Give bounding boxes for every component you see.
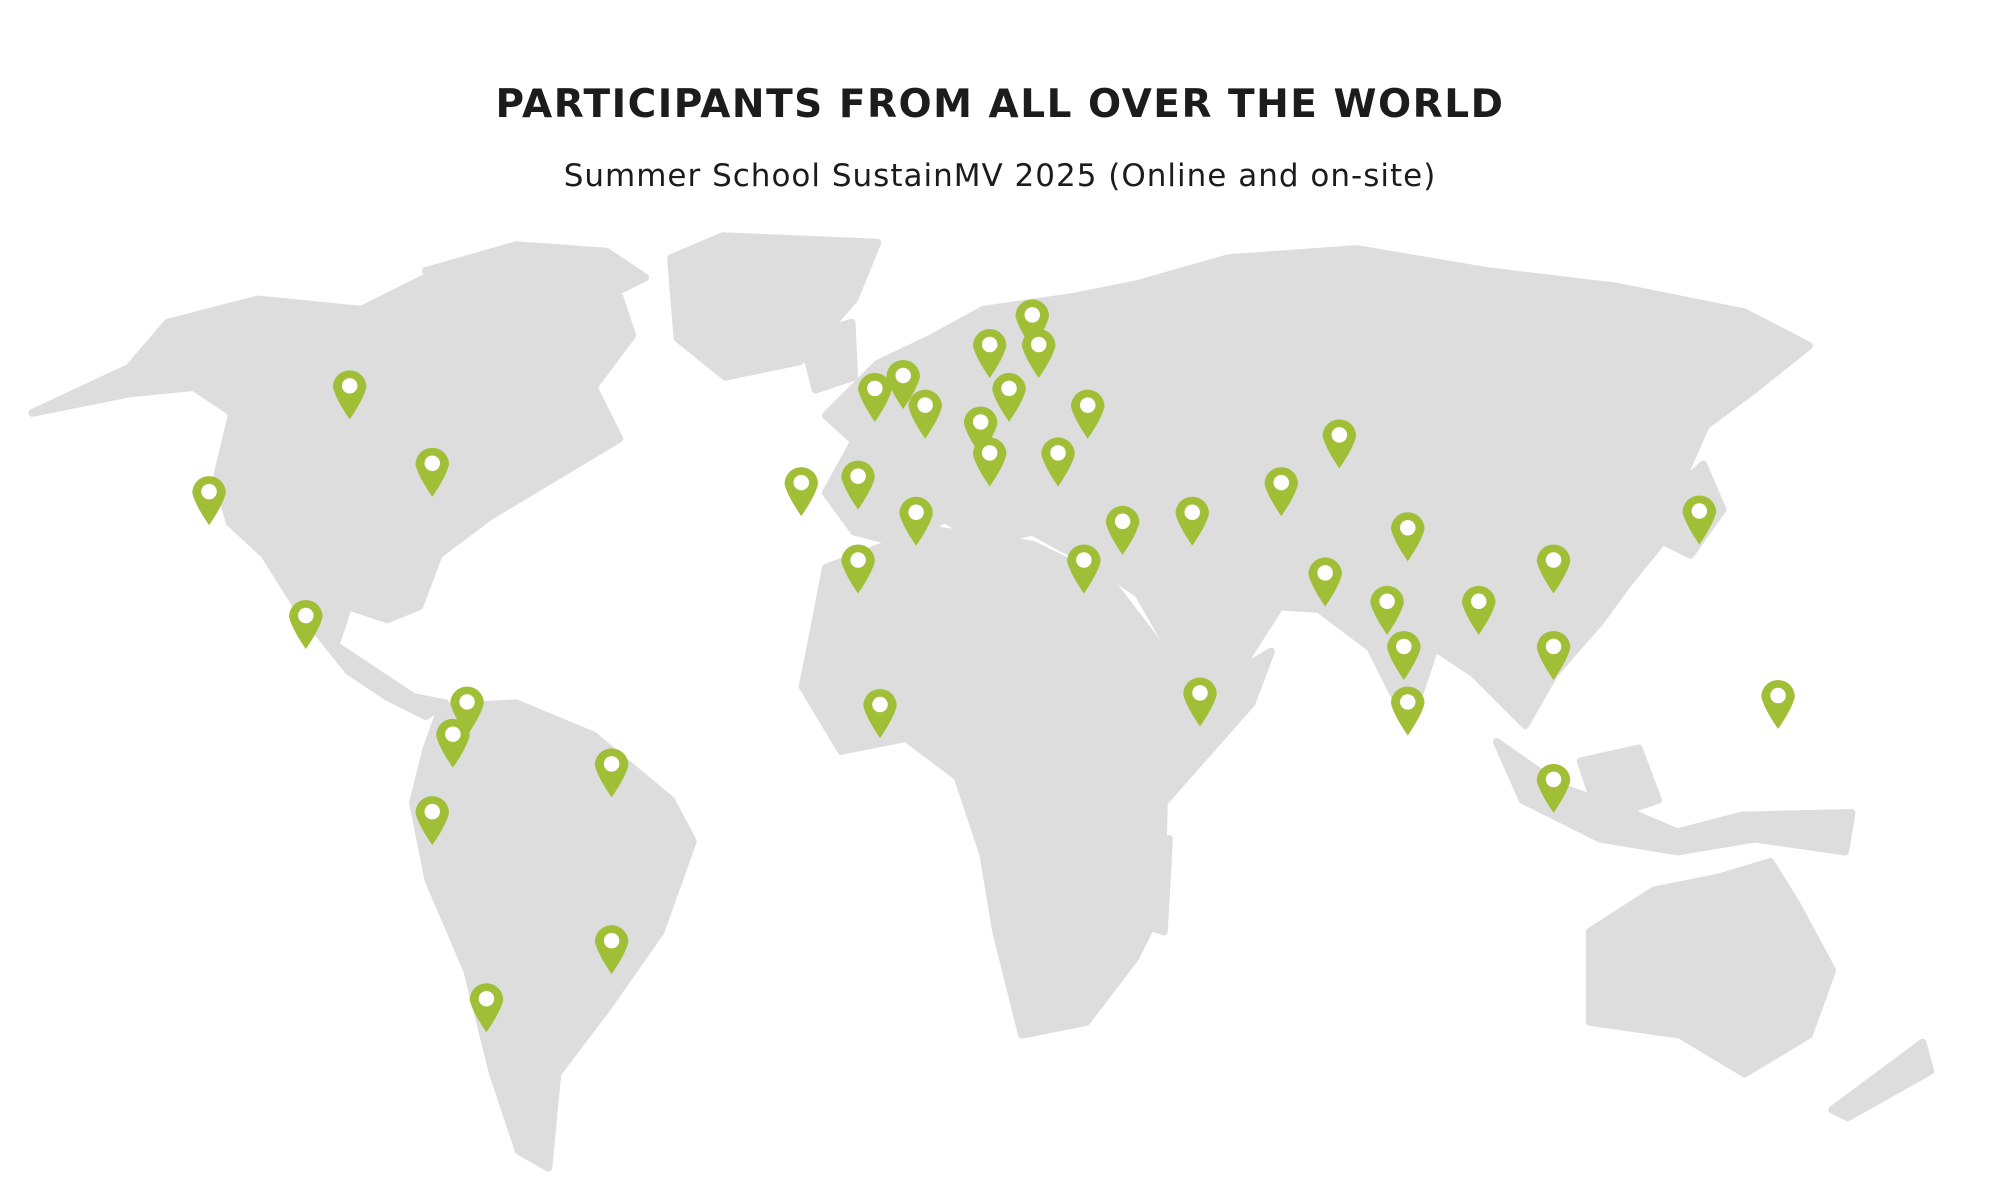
map-pin-icon [1322, 419, 1357, 469]
map-pin-icon [469, 983, 504, 1033]
map-pin-icon [1308, 557, 1342, 607]
map-pin-icon [450, 686, 484, 736]
land-borneo [1576, 744, 1662, 824]
map-pin-icon [1390, 686, 1425, 736]
map-pin-icon [1536, 630, 1571, 680]
map-pin-icon [1183, 677, 1217, 727]
map-pin-icon [415, 796, 450, 846]
map-pin-icon [908, 389, 942, 439]
map-pin-icon [1067, 544, 1101, 594]
map-pin-icon [841, 460, 875, 510]
map-pin-icon [1461, 585, 1496, 635]
map-pin-icon [899, 496, 933, 546]
land-south-america [409, 699, 697, 1172]
map-pin-icon [1387, 630, 1421, 680]
map-pin-icon [332, 370, 367, 420]
map-pin-icon [863, 689, 897, 739]
land-madagascar [1136, 834, 1173, 936]
map-pin-icon [594, 925, 629, 975]
page-title: PARTICIPANTS FROM ALL OVER THE WORLD [495, 82, 1505, 127]
map-pin-icon [1015, 299, 1050, 349]
page-subtitle: Summer School SustainMV 2025 (Online and… [563, 158, 1437, 194]
map-pin-icon [1390, 512, 1425, 562]
land-united-kingdom [798, 318, 859, 394]
map-pin-icon [1536, 544, 1571, 594]
map-pin-icon [1041, 437, 1075, 487]
land-new-zealand [1828, 1038, 1935, 1122]
map-pin-icon [1682, 495, 1717, 545]
map-pin-icon [192, 476, 226, 526]
map-pin-icon [1370, 585, 1404, 635]
participant-markers [192, 299, 1795, 1033]
map-pin-icon [784, 467, 819, 517]
map-pin-icon [1021, 329, 1056, 379]
map-pin-icon [1175, 496, 1210, 546]
land-australia [1585, 858, 1837, 1078]
map-pin-icon [436, 718, 470, 768]
map-pin-icon [992, 372, 1026, 422]
land-arctic-islands [421, 241, 650, 314]
map-pin-icon [1761, 680, 1795, 730]
map-pin-icon [1070, 389, 1105, 439]
map-pin-icon [1536, 763, 1571, 813]
map-pin-icon [858, 372, 892, 422]
map-pin-icon [594, 748, 629, 798]
land-north-america [28, 260, 637, 720]
map-pin-icon [289, 600, 323, 650]
map-pin-icon [886, 360, 920, 410]
map-pin-icon [415, 447, 450, 497]
map-pin-icon [1105, 505, 1140, 555]
map-pin-icon [1264, 467, 1299, 517]
map-pin-icon [972, 437, 1007, 487]
map-pin-icon [963, 406, 998, 456]
map-pin-icon [841, 544, 875, 594]
land-masses [28, 232, 1935, 1172]
map-pin-icon [972, 329, 1007, 379]
